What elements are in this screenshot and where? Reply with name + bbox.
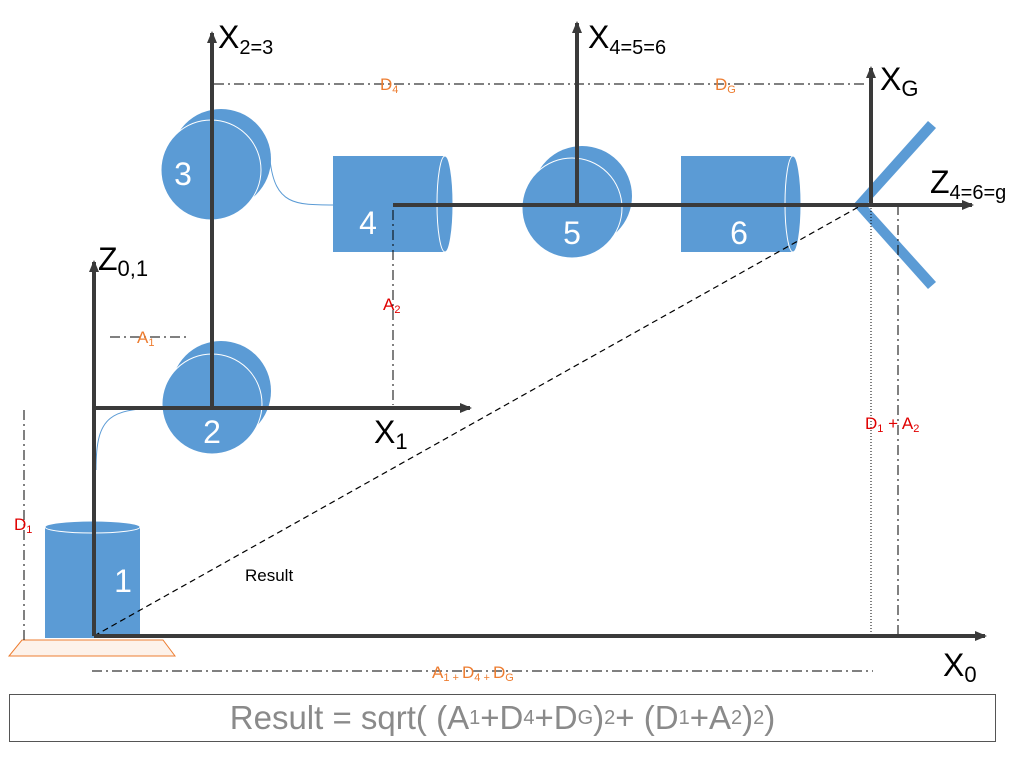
formula-a1-sub: 1: [469, 706, 481, 729]
formula-plus: +: [480, 699, 500, 736]
sum-bottom-label: A1 + D4 + DG: [432, 663, 514, 684]
x23-axis-label: X2=3: [218, 19, 273, 59]
joint-2-label: 2: [203, 414, 221, 450]
cable-3-4: [269, 159, 335, 206]
formula-d1: D: [654, 699, 679, 736]
x456-axis-label: X4=5=6: [588, 19, 666, 59]
formula-dg-sub: G: [577, 706, 594, 729]
formula-exponent: 2: [604, 706, 616, 729]
dg-label: DG: [715, 75, 736, 96]
result-formula: Result = sqrt( (A 1 + D 4 + D G) 2 + (D 1 + A 2) 2 ): [9, 694, 996, 742]
formula-plus: +: [689, 699, 709, 736]
joint-1-label: 1: [114, 563, 132, 599]
formula-a2-sub: 2: [730, 706, 743, 729]
formula-dg: D: [553, 699, 578, 736]
joint-6-label: 6: [730, 215, 748, 251]
x0-axis-label: X0: [943, 647, 977, 687]
formula-close-paren: ): [742, 699, 754, 736]
base-plate: [7, 639, 176, 657]
cable-1-2: [95, 407, 169, 471]
formula-a2: A: [708, 699, 731, 736]
d4-label: D4: [380, 75, 398, 96]
z01-axis-label: Z0,1: [98, 241, 148, 281]
formula-plus: +: [534, 699, 554, 736]
formula-d4-sub: 4: [523, 706, 535, 729]
a2-label: A2: [383, 295, 400, 316]
a1-label: A1: [137, 328, 154, 349]
x1-axis-label: X1: [374, 414, 408, 454]
gripper: [853, 121, 936, 289]
d1-plus-a2-label: D1 + A2: [865, 414, 919, 435]
formula-d4: D: [499, 699, 524, 736]
formula-suffix: ): [764, 699, 776, 736]
joint-3-label: 3: [174, 156, 192, 192]
joint-4-label: 4: [359, 205, 377, 241]
result-label: Result: [245, 566, 293, 585]
formula-prefix: Result = sqrt( (: [229, 699, 448, 736]
xg-axis-label: XG: [880, 61, 918, 101]
d1-label: D1: [14, 515, 32, 536]
formula-middle: + (: [615, 699, 655, 736]
result-dashed-line: [93, 204, 863, 637]
z46g-axis-label: Z4=6=g: [930, 164, 1006, 204]
formula-close-paren: ): [593, 699, 605, 736]
joint-5-label: 5: [563, 215, 581, 251]
formula-exponent: 2: [753, 706, 765, 729]
joint-5-disk: [521, 146, 632, 259]
formula-a1: A: [447, 699, 470, 736]
formula-d1-sub: 1: [678, 706, 690, 729]
